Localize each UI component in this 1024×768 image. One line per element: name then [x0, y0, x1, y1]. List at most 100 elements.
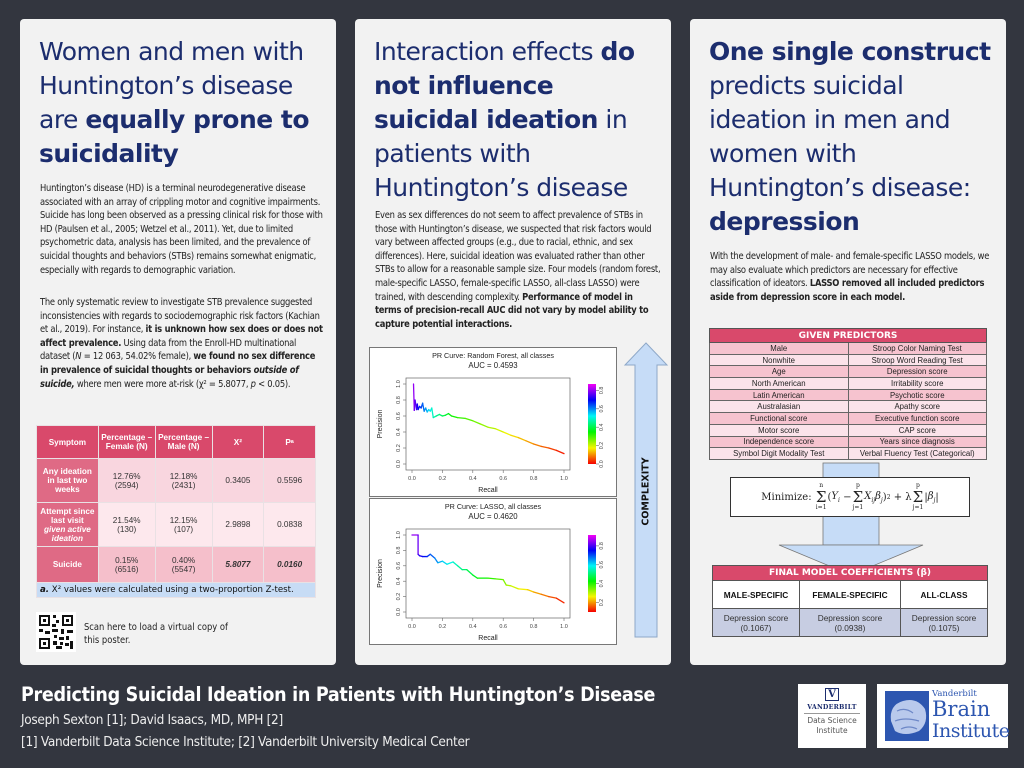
col-header-symptom: Symptom [36, 425, 99, 459]
y-axis-label: Precision [377, 410, 384, 439]
pr-curve-segment [502, 579, 507, 586]
logo-name: VANDERBILT [807, 704, 857, 711]
table-row: Suicide 0.15% (6516) 0.40% (5547) 5.8077 0… [36, 546, 316, 583]
text-bold: we found no sex difference in prevalence… [40, 351, 316, 376]
male-cell: 12.15% (107) [154, 502, 213, 547]
pr-curve-segment [479, 423, 489, 428]
x-tick-label: 0.6 [499, 476, 507, 482]
coef-female: Depression score (0.0938) [798, 608, 902, 637]
pr-curve-lasso: PR Curve: LASSO, all classes AUC = 0.4620… [369, 498, 617, 645]
pr-curve-segment [487, 426, 497, 430]
panel2-paragraph: Even as sex differences do not seem to a… [375, 209, 661, 331]
y-tick-label: 1.0 [396, 380, 402, 388]
text: Using data from the Enroll-HD multinatio… [40, 337, 297, 363]
pr-curve-segment [431, 407, 434, 419]
predictor-cell: Apathy score [847, 400, 987, 414]
pr-curve-segment [472, 420, 482, 425]
predictor-cell: Motor score [709, 423, 849, 437]
poster-affiliations: [1] Vanderbilt Data Science Institute; [… [21, 734, 470, 750]
qr-code-icon[interactable] [36, 612, 76, 652]
panel-depression: One single construct predicts suicidal i… [690, 19, 1006, 665]
chi-cell: 5.8077 [211, 546, 265, 583]
predictor-row: Male Stroop Color Naming Test [709, 342, 987, 355]
pr-curve-segment [555, 449, 565, 455]
heading-text: Women and men with Huntington’s disease … [39, 37, 304, 134]
predictors-title: GIVEN PREDICTORS [709, 328, 987, 343]
chart-subtitle: AUC = 0.4593 [468, 361, 517, 370]
pr-curve-segment [510, 434, 520, 439]
col-header-male-specific: MALE-SPECIFIC [712, 580, 800, 609]
predictor-cell: Latin American [709, 388, 849, 402]
logo-line: Institute [816, 726, 848, 735]
vanderbilt-v-icon: V [825, 688, 839, 701]
panel1-review-paragraph: The only systematic review to investigat… [40, 296, 326, 391]
pr-curve-segment [450, 415, 459, 419]
y-tick-label: 0.2 [396, 593, 402, 601]
logo-line: Data Science [807, 716, 857, 725]
pr-curve-segment [540, 593, 550, 598]
pr-curve-segment [446, 561, 454, 565]
text: Even as sex differences do not seem to a… [375, 210, 661, 303]
colorbar [588, 535, 596, 612]
predictor-cell: Nonwhite [709, 353, 849, 367]
plot-frame [405, 377, 571, 471]
pr-curve-segment [434, 557, 439, 564]
x-tick-label: 0.8 [530, 624, 538, 630]
vanderbilt-brain-institute-logo: Vanderbilt Brain Institute [877, 684, 1010, 748]
x-axis-label: Recall [478, 487, 498, 494]
symptom-cell: Any ideation in last two weeks [36, 458, 99, 503]
text-bold: LASSO removed all included predictors as… [710, 278, 985, 303]
pr-curve-segment [437, 560, 444, 564]
colorbar-tick-label: 0.8 [599, 542, 605, 549]
x-tick-label: 0.6 [499, 624, 507, 630]
x-tick-label: 0.0 [408, 476, 416, 482]
given-predictors-table: GIVEN PREDICTORS Male Stroop Color Naming… [709, 328, 987, 460]
p-cell: 0.5596 [263, 458, 316, 503]
pr-curve-segment [494, 578, 504, 581]
text-italic: N [75, 351, 82, 363]
colorbar-tick-label: 0.4 [599, 580, 605, 587]
pr-curve-segment [548, 595, 558, 599]
colorbar-tick-label: 0.4 [599, 423, 605, 430]
coefficients-title: FINAL MODEL COEFFICIENTS (β) [712, 565, 988, 581]
formula-prefix: Minimize: [761, 491, 812, 503]
panel-sex-differences: Women and men with Huntington’s disease … [20, 19, 336, 665]
x-tick-label: 1.0 [560, 624, 568, 630]
pr-curve-segment [526, 589, 535, 593]
colorbar-tick-label: 0.0 [599, 460, 605, 467]
predictor-cell: Psychotic score [847, 388, 987, 402]
predictor-row: Motor score CAP score [709, 423, 987, 437]
pr-curve-random-forest: PR Curve: Random Forest, all classes AUC … [369, 347, 617, 497]
text-bold: Performance of model in terms of precisi… [375, 291, 649, 330]
y-tick-label: 0.8 [396, 396, 402, 404]
panel3-heading: One single construct predicts suicidal i… [709, 35, 999, 239]
table-row: Any ideation in last two weeks 12.76% (25… [36, 458, 316, 503]
x-tick-label: 0.4 [469, 476, 477, 482]
predictor-cell: Irritability score [847, 377, 987, 390]
heading-bold-text: One single construct [709, 37, 991, 66]
y-tick-label: 0.8 [396, 547, 402, 555]
pr-curve-segment [540, 445, 550, 449]
pr-curve-segment [466, 569, 474, 576]
predictor-cell: Australasian [709, 400, 849, 414]
panel3-paragraph: With the development of male- and female… [710, 250, 996, 304]
predictor-row: Australasian Apathy score [709, 400, 987, 414]
heading-text: Interaction effects [374, 37, 601, 66]
table-row: Attempt since last visit given active ide… [36, 502, 316, 547]
x-tick-label: 0.8 [530, 476, 538, 482]
chart-title: PR Curve: LASSO, all classes [445, 502, 542, 511]
pr-curve-segment [505, 584, 512, 587]
x-axis-label: Recall [478, 635, 498, 642]
pr-curve-segment [494, 428, 504, 433]
pr-curve-segment [472, 574, 479, 579]
predictor-cell: Male [709, 342, 849, 355]
pr-curve-segment [525, 440, 535, 445]
col-header-chi: Χ² [211, 425, 265, 459]
pr-curve-segment [452, 561, 459, 567]
poster-title: Predicting Suicidal Ideation in Patients… [21, 683, 656, 706]
predictor-cell: Independence score [709, 435, 849, 449]
panel1-heading: Women and men with Huntington’s disease … [39, 35, 329, 171]
y-tick-label: 0.0 [396, 460, 402, 468]
predictor-cell: CAP score [847, 423, 987, 437]
coef-all: Depression score (0.1075) [900, 608, 988, 637]
